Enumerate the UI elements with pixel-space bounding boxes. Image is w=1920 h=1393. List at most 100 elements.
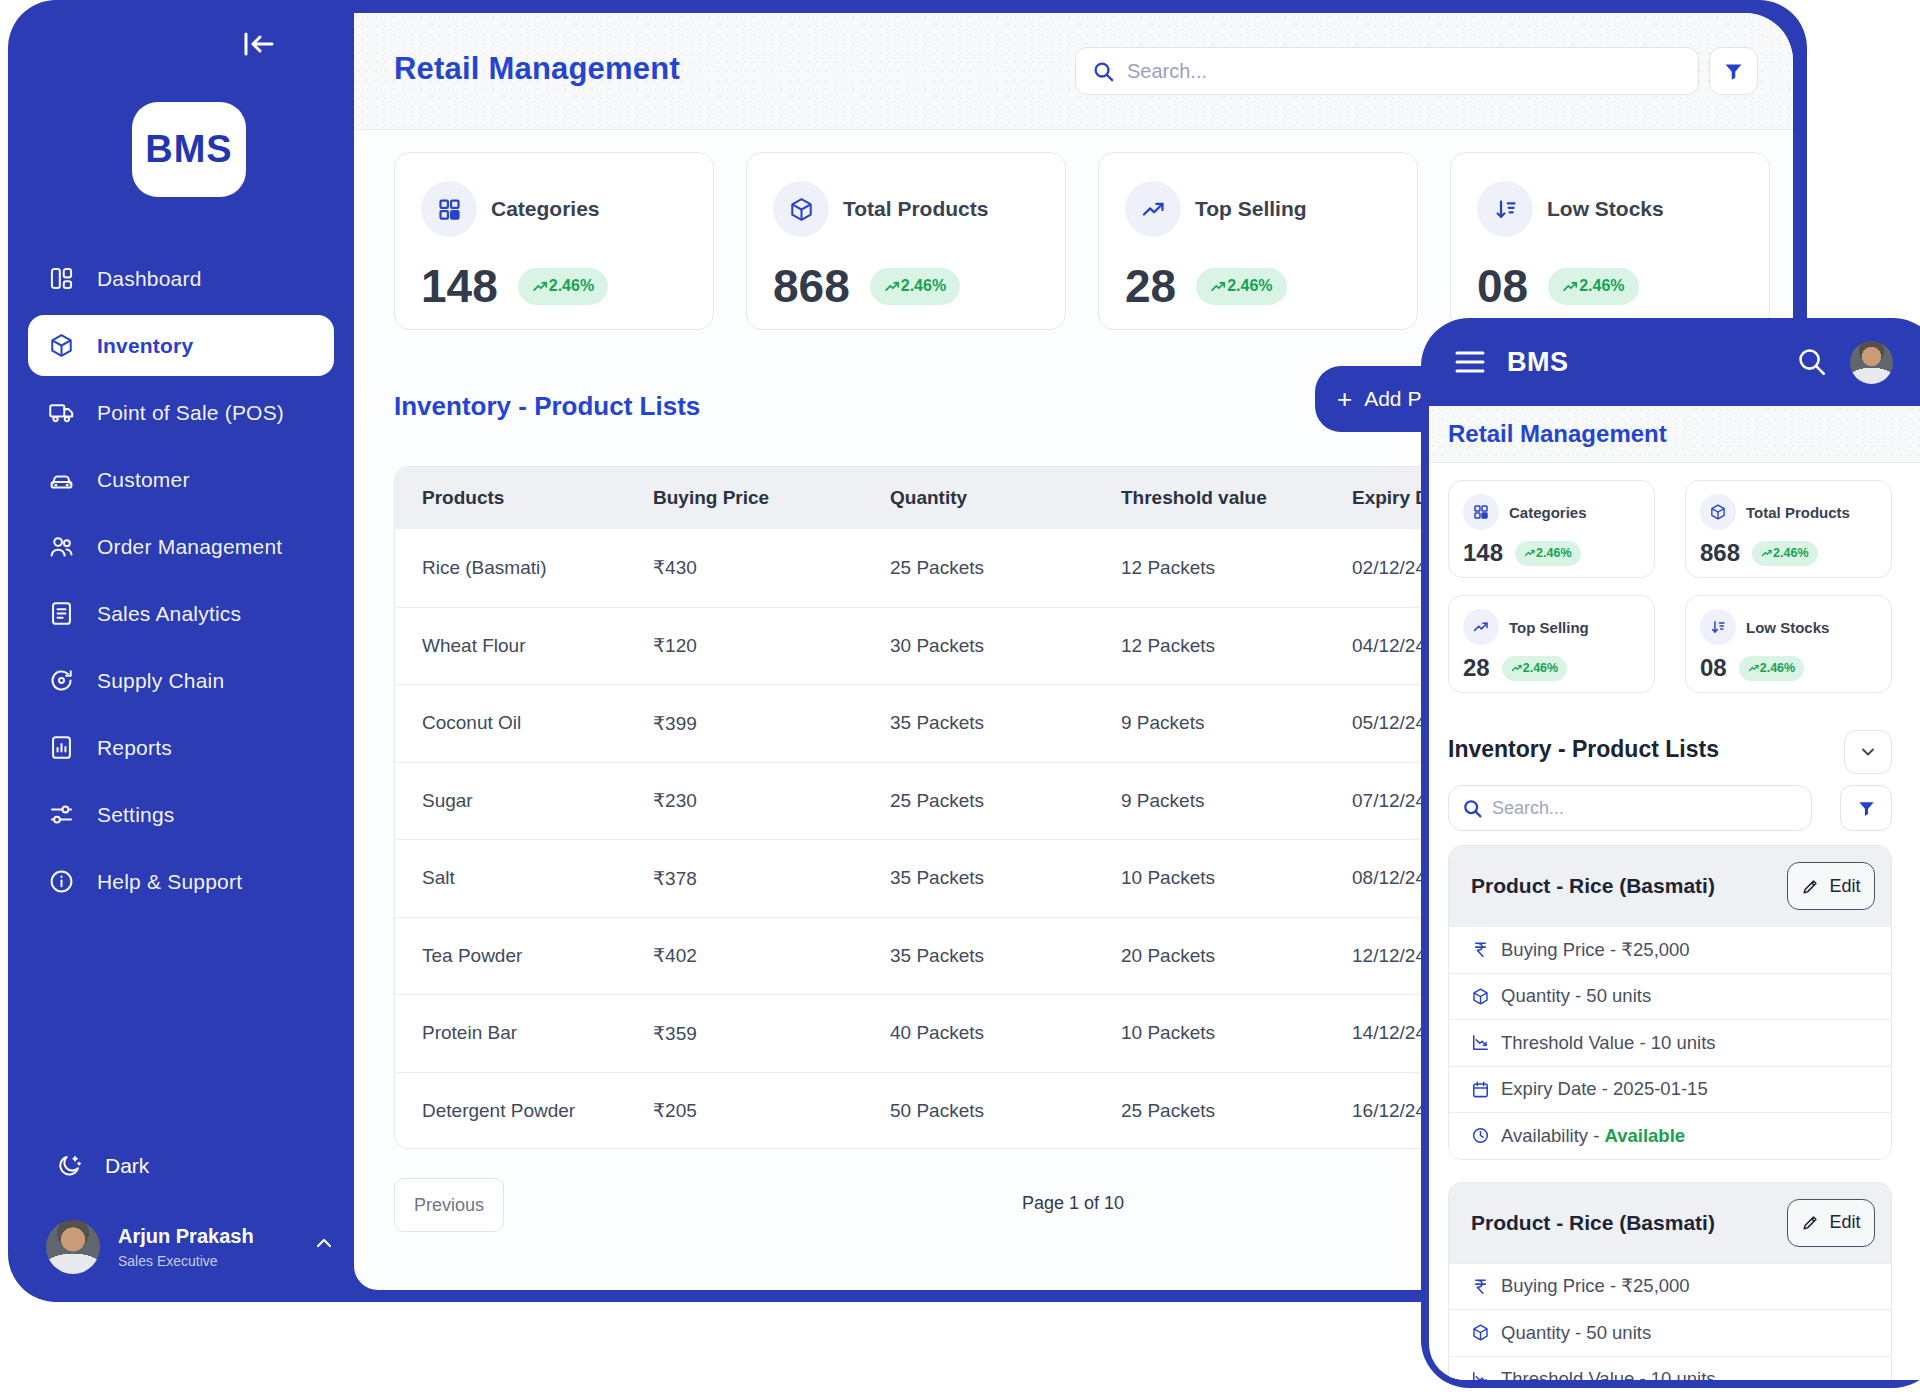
- mobile-filter-button[interactable]: [1840, 785, 1892, 831]
- table-cell: 25 Packets: [1121, 1100, 1352, 1122]
- search-input[interactable]: [1127, 60, 1682, 83]
- table-cell: ₹205: [653, 1099, 890, 1122]
- stat-change-badge: 2.46%: [1515, 541, 1580, 566]
- mobile-titlebar: Retail Management: [1429, 406, 1920, 463]
- search-input-wrap: [1075, 47, 1699, 95]
- table-cell: 35 Packets: [890, 945, 1121, 967]
- sidebar-item-label: Inventory: [97, 334, 193, 358]
- column-header-buying-price: Buying Price: [653, 487, 890, 509]
- table-cell: ₹430: [653, 556, 890, 579]
- avatar: [46, 1220, 100, 1274]
- mobile-section-title: Inventory - Product Lists: [1448, 736, 1892, 763]
- stat-label: Categories: [491, 197, 600, 221]
- sidebar-item-label: Order Management: [97, 535, 282, 559]
- hamburger-menu-icon[interactable]: [1455, 350, 1485, 374]
- pencil-icon: [1801, 877, 1820, 896]
- mobile-brand: BMS: [1507, 347, 1569, 378]
- sidebar-item-reports[interactable]: Reports: [28, 717, 334, 778]
- user-name: Arjun Prakash: [118, 1225, 312, 1248]
- rupee-icon: [1471, 940, 1490, 959]
- edit-button[interactable]: Edit: [1787, 862, 1875, 910]
- cube-icon: [48, 332, 75, 359]
- sidebar-item-sales-analytics[interactable]: Sales Analytics: [28, 583, 334, 644]
- mobile-search-input[interactable]: [1492, 798, 1798, 819]
- chevron-up-icon[interactable]: [312, 1231, 336, 1255]
- user-role: Sales Executive: [118, 1253, 312, 1269]
- sortdown-icon: [1477, 181, 1533, 237]
- cube-icon: [1700, 494, 1736, 530]
- stat-change-badge: 2.46%: [518, 268, 608, 305]
- stat-card-top-selling: Top Selling282.46%: [1098, 152, 1418, 330]
- chartdown-icon: [1471, 1370, 1490, 1380]
- sidebar-item-label: Help & Support: [97, 870, 242, 894]
- mobile-stat-card-low-stocks: Low Stocks082.46%: [1685, 595, 1892, 693]
- mobile-avatar[interactable]: [1850, 341, 1893, 384]
- table-cell: Wheat Flour: [422, 635, 653, 657]
- stat-change-badge: 2.46%: [1196, 268, 1286, 305]
- mobile-search-icon[interactable]: [1796, 346, 1827, 377]
- brand-logo: BMS: [132, 102, 246, 197]
- stat-value: 868: [773, 259, 850, 313]
- stat-value: 868: [1700, 539, 1740, 567]
- table-cell: 40 Packets: [890, 1022, 1121, 1044]
- filter-button[interactable]: [1709, 47, 1758, 95]
- sidebar-item-point-of-sale-pos[interactable]: Point of Sale (POS): [28, 382, 334, 443]
- search-icon: [1462, 798, 1483, 819]
- collapse-section-button[interactable]: [1844, 730, 1892, 774]
- sidebar-item-label: Settings: [97, 803, 174, 827]
- doc-icon: [48, 600, 75, 627]
- sidebar-item-supply-chain[interactable]: Supply Chain: [28, 650, 334, 711]
- sidebar-item-order-management[interactable]: Order Management: [28, 516, 334, 577]
- table-cell: Coconut Oil: [422, 712, 653, 734]
- users-icon: [48, 533, 75, 560]
- plus-icon: +: [1337, 384, 1352, 415]
- sidebar-item-inventory[interactable]: Inventory: [28, 315, 334, 376]
- calendar-icon: [1471, 1080, 1490, 1099]
- table-cell: 30 Packets: [890, 635, 1121, 657]
- page-indicator: Page 1 of 10: [1022, 1193, 1124, 1214]
- stat-change-badge: 2.46%: [1502, 656, 1567, 681]
- trend-icon: [1463, 609, 1499, 645]
- sidebar: BMS Dashboard Inventory Point of Sale (POS…: [8, 0, 354, 1302]
- product-detail-row: Buying Price - ₹25,000: [1449, 926, 1891, 973]
- table-cell: ₹378: [653, 867, 890, 890]
- rupee-icon: [1471, 1277, 1490, 1296]
- sidebar-item-label: Dashboard: [97, 267, 202, 291]
- table-cell: 10 Packets: [1121, 1022, 1352, 1044]
- user-profile[interactable]: Arjun Prakash Sales Executive: [46, 1220, 336, 1274]
- table-cell: 25 Packets: [890, 790, 1121, 812]
- cube-icon: [1471, 987, 1490, 1006]
- column-header-quantity: Quantity: [890, 487, 1121, 509]
- stat-value: 148: [1463, 539, 1503, 567]
- trend-icon: [1125, 181, 1181, 237]
- table-cell: 35 Packets: [890, 867, 1121, 889]
- previous-page-button[interactable]: Previous: [394, 1178, 504, 1232]
- sidebar-item-dashboard[interactable]: Dashboard: [28, 248, 334, 309]
- edit-button[interactable]: Edit: [1787, 1199, 1875, 1247]
- trend-up-icon: [532, 278, 549, 295]
- stat-value: 148: [421, 259, 498, 313]
- stat-change-badge: 2.46%: [870, 268, 960, 305]
- moon-icon: [56, 1152, 83, 1179]
- car-icon: [48, 466, 75, 493]
- mobile-search-input-wrap: [1448, 785, 1812, 831]
- stat-value: 08: [1477, 259, 1528, 313]
- stat-label: Top Selling: [1195, 197, 1307, 221]
- stat-label: Total Products: [1746, 504, 1850, 521]
- brand-logo-text: BMS: [145, 128, 232, 171]
- table-cell: ₹399: [653, 712, 890, 735]
- dark-mode-toggle[interactable]: Dark: [56, 1152, 149, 1179]
- table-cell: Sugar: [422, 790, 653, 812]
- column-header-products: Products: [422, 487, 653, 509]
- table-cell: 20 Packets: [1121, 945, 1352, 967]
- mobile-stat-card-total-products: Total Products8682.46%: [1685, 480, 1892, 578]
- sidebar-item-label: Point of Sale (POS): [97, 401, 284, 425]
- grid4-icon: [1463, 494, 1499, 530]
- sidebar-item-settings[interactable]: Settings: [28, 784, 334, 845]
- product-card-header: Product - Rice (Basmati)Edit: [1449, 1183, 1891, 1263]
- sidebar-collapse-icon[interactable]: [238, 26, 278, 62]
- stat-value: 08: [1700, 654, 1727, 682]
- sidebar-item-help-support[interactable]: Help & Support: [28, 851, 334, 912]
- stat-label: Categories: [1509, 504, 1587, 521]
- sidebar-item-customer[interactable]: Customer: [28, 449, 334, 510]
